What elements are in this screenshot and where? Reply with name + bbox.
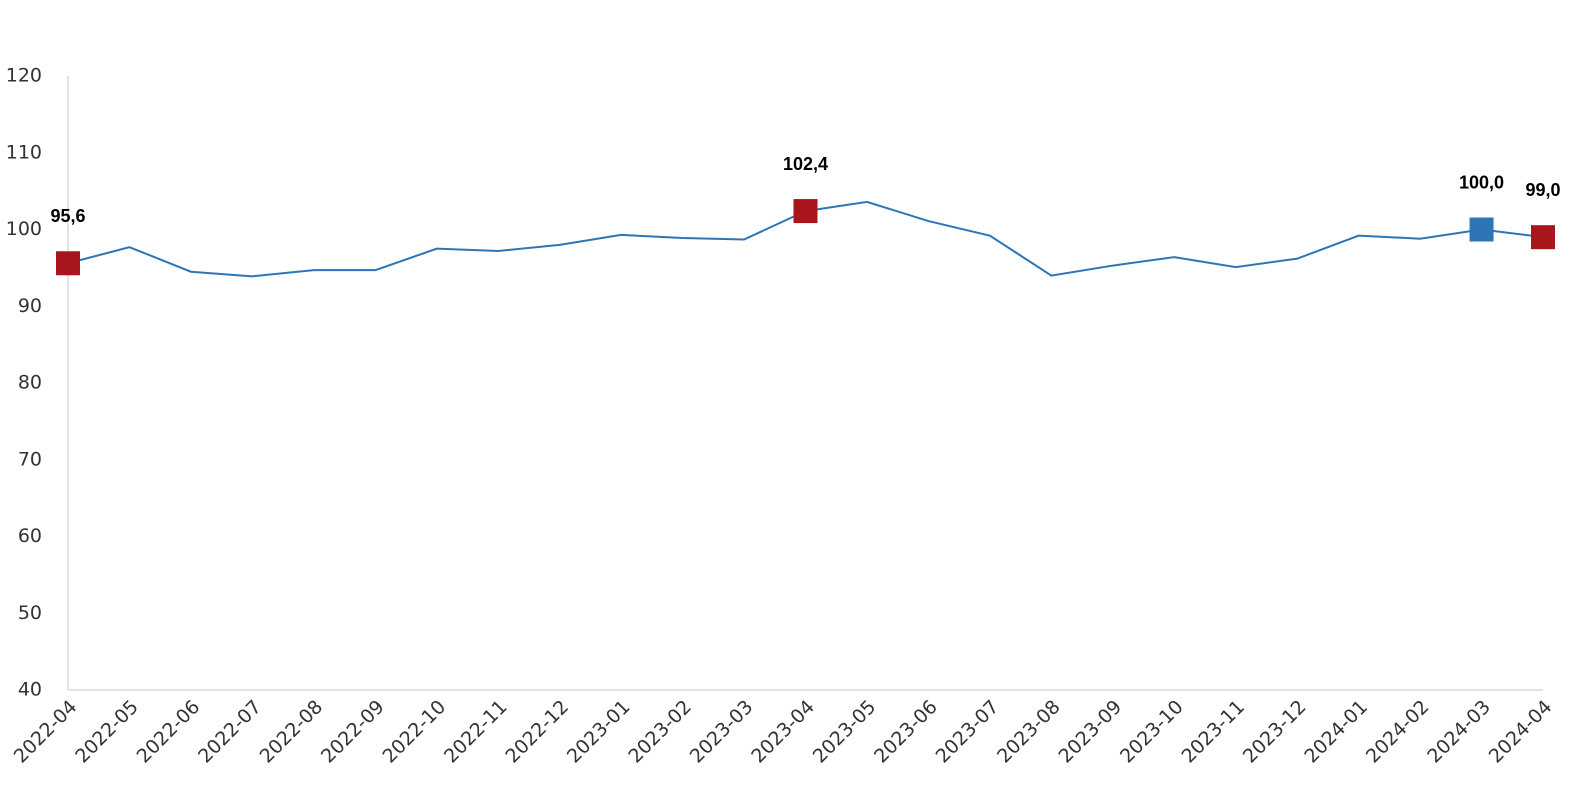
marker bbox=[56, 251, 80, 276]
x-tick-label: 2022-07 bbox=[194, 696, 266, 768]
x-tick-label: 2022-11 bbox=[440, 696, 512, 768]
value-label: 99,0 bbox=[1525, 180, 1560, 200]
value-label: 100,0 bbox=[1459, 172, 1504, 192]
y-tick-label: 40 bbox=[18, 679, 42, 701]
x-tick-label: 2022-04 bbox=[10, 696, 82, 768]
x-tick-label: 2023-03 bbox=[686, 696, 758, 768]
x-tick-label: 2024-03 bbox=[1423, 696, 1495, 768]
x-tick-label: 2023-08 bbox=[993, 696, 1065, 768]
x-tick-label: 2022-09 bbox=[317, 696, 389, 768]
x-tick-label: 2024-01 bbox=[1300, 696, 1372, 768]
x-tick-label: 2023-10 bbox=[1116, 696, 1188, 768]
value-label: 95,6 bbox=[50, 206, 85, 226]
y-tick-label: 50 bbox=[18, 602, 42, 624]
x-tick-label: 2023-04 bbox=[747, 696, 819, 768]
y-tick-label: 70 bbox=[18, 448, 42, 470]
y-tick-label: 110 bbox=[6, 141, 42, 163]
marker bbox=[1531, 225, 1555, 250]
y-tick-label: 100 bbox=[6, 218, 42, 240]
x-tick-label: 2022-06 bbox=[133, 696, 205, 768]
x-tick-label: 2022-10 bbox=[378, 696, 450, 768]
x-tick-label: 2022-05 bbox=[71, 696, 143, 768]
x-tick-label: 2024-04 bbox=[1485, 696, 1557, 768]
x-tick-label: 2024-02 bbox=[1362, 696, 1434, 768]
x-tick-label: 2023-11 bbox=[1177, 696, 1249, 768]
y-tick-label: 90 bbox=[18, 295, 42, 317]
x-tick-label: 2023-02 bbox=[624, 696, 696, 768]
x-tick-label: 2023-09 bbox=[1055, 696, 1127, 768]
x-tick-label: 2022-08 bbox=[256, 696, 328, 768]
value-label: 102,4 bbox=[783, 154, 828, 174]
x-tick-label: 2023-07 bbox=[932, 696, 1004, 768]
marker bbox=[1469, 217, 1494, 242]
marker bbox=[793, 199, 818, 224]
x-tick-label: 2023-05 bbox=[809, 696, 881, 768]
x-tick-label: 2022-12 bbox=[501, 696, 573, 768]
x-tick-label: 2023-06 bbox=[870, 696, 942, 768]
x-tick-label: 2023-01 bbox=[563, 696, 635, 768]
x-tick-label: 2023-12 bbox=[1239, 696, 1311, 768]
y-tick-label: 80 bbox=[18, 372, 42, 394]
y-tick-label: 120 bbox=[6, 65, 42, 87]
y-tick-label: 60 bbox=[18, 525, 42, 547]
